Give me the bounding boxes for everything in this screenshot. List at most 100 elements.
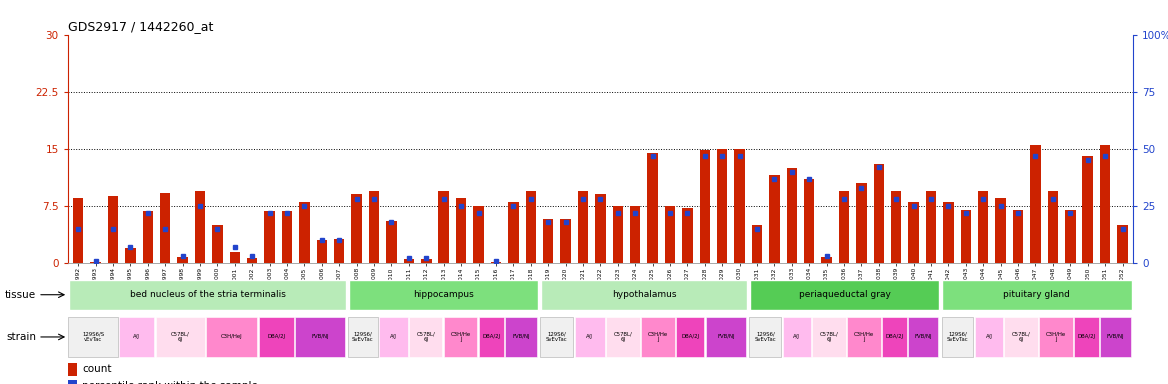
FancyBboxPatch shape (69, 317, 118, 357)
Text: hippocampus: hippocampus (412, 290, 473, 299)
FancyBboxPatch shape (409, 317, 443, 357)
Bar (473, 206, 484, 263)
Bar (246, 258, 257, 263)
FancyBboxPatch shape (882, 317, 908, 357)
FancyBboxPatch shape (847, 317, 881, 357)
FancyBboxPatch shape (941, 317, 973, 357)
Bar (387, 221, 397, 263)
Text: FVB/NJ: FVB/NJ (1107, 334, 1125, 339)
Bar (160, 193, 171, 263)
Bar (700, 150, 710, 263)
Text: DBA/2J: DBA/2J (681, 334, 700, 339)
Bar (526, 191, 536, 263)
Bar (456, 198, 466, 263)
FancyBboxPatch shape (540, 317, 573, 357)
Bar (125, 248, 135, 263)
Text: C3H/He
J: C3H/He J (648, 332, 668, 342)
Text: tissue: tissue (5, 290, 36, 300)
Text: DBA/2J: DBA/2J (885, 334, 904, 339)
Bar (422, 259, 431, 263)
Bar (404, 259, 415, 263)
Text: A/J: A/J (390, 334, 397, 339)
Bar (491, 262, 501, 263)
Bar (839, 191, 849, 263)
Text: C3H/He
J: C3H/He J (854, 332, 874, 342)
Bar (665, 206, 675, 263)
Text: 129S6/
SvEvTac: 129S6/ SvEvTac (946, 332, 968, 342)
FancyBboxPatch shape (348, 280, 537, 310)
FancyBboxPatch shape (909, 317, 938, 357)
Bar (508, 202, 519, 263)
Bar (874, 164, 884, 263)
Bar (1065, 210, 1076, 263)
Bar (821, 257, 832, 263)
Bar (543, 219, 554, 263)
Text: periaqueductal gray: periaqueductal gray (799, 290, 891, 299)
Bar (1030, 145, 1041, 263)
Text: hypothalamus: hypothalamus (612, 290, 676, 299)
FancyBboxPatch shape (943, 280, 1132, 310)
Text: C3H/He
J: C3H/He J (1047, 332, 1066, 342)
Bar (1083, 156, 1093, 263)
FancyBboxPatch shape (975, 317, 1003, 357)
Text: FVB/NJ: FVB/NJ (512, 334, 529, 339)
FancyBboxPatch shape (296, 317, 345, 357)
Text: FVB/NJ: FVB/NJ (717, 334, 735, 339)
FancyBboxPatch shape (119, 317, 154, 357)
FancyBboxPatch shape (479, 317, 503, 357)
FancyBboxPatch shape (380, 317, 408, 357)
Bar (178, 257, 188, 263)
Bar (68, 363, 77, 376)
Bar (438, 191, 449, 263)
Bar (142, 211, 153, 263)
Bar (281, 211, 292, 263)
Text: DBA/2J: DBA/2J (267, 334, 285, 339)
FancyBboxPatch shape (750, 317, 781, 357)
Bar (1048, 191, 1058, 263)
Bar (213, 225, 223, 263)
FancyBboxPatch shape (705, 317, 746, 357)
FancyBboxPatch shape (606, 317, 640, 357)
Bar (72, 198, 83, 263)
Bar (717, 149, 728, 263)
FancyBboxPatch shape (813, 317, 846, 357)
Text: percentile rank within the sample: percentile rank within the sample (82, 381, 258, 384)
FancyBboxPatch shape (750, 280, 939, 310)
FancyBboxPatch shape (783, 317, 811, 357)
Bar (107, 196, 118, 263)
FancyBboxPatch shape (1040, 317, 1073, 357)
FancyBboxPatch shape (155, 317, 206, 357)
Text: C57BL/
6J: C57BL/ 6J (613, 332, 632, 342)
Bar (752, 225, 763, 263)
Bar (90, 262, 100, 263)
Text: C3H/He
J: C3H/He J (451, 332, 471, 342)
Text: DBA/2J: DBA/2J (482, 334, 500, 339)
FancyBboxPatch shape (1075, 317, 1099, 357)
Bar (264, 211, 274, 263)
Bar (944, 202, 954, 263)
FancyBboxPatch shape (676, 317, 704, 357)
FancyBboxPatch shape (207, 317, 257, 357)
Text: 129S6/
SvEvTac: 129S6/ SvEvTac (755, 332, 777, 342)
Text: C57BL/
6J: C57BL/ 6J (416, 332, 436, 342)
Bar (578, 191, 589, 263)
Text: A/J: A/J (133, 334, 140, 339)
Text: C57BL/
6J: C57BL/ 6J (1011, 332, 1030, 342)
Bar (334, 239, 345, 263)
Bar (299, 202, 310, 263)
Bar (926, 191, 937, 263)
Text: DBA/2J: DBA/2J (1078, 334, 1096, 339)
Text: FVB/NJ: FVB/NJ (915, 334, 932, 339)
Text: strain: strain (6, 332, 36, 342)
Bar (647, 152, 658, 263)
Bar (1118, 225, 1128, 263)
Bar (909, 202, 919, 263)
Bar (230, 252, 241, 263)
Text: 129S6/S
vEvTac: 129S6/S vEvTac (82, 332, 104, 342)
Bar (612, 206, 623, 263)
FancyBboxPatch shape (575, 317, 605, 357)
Bar (352, 195, 362, 263)
Text: count: count (82, 364, 112, 374)
Bar (804, 179, 814, 263)
Text: 129S6/
SvEvTac: 129S6/ SvEvTac (352, 332, 374, 342)
